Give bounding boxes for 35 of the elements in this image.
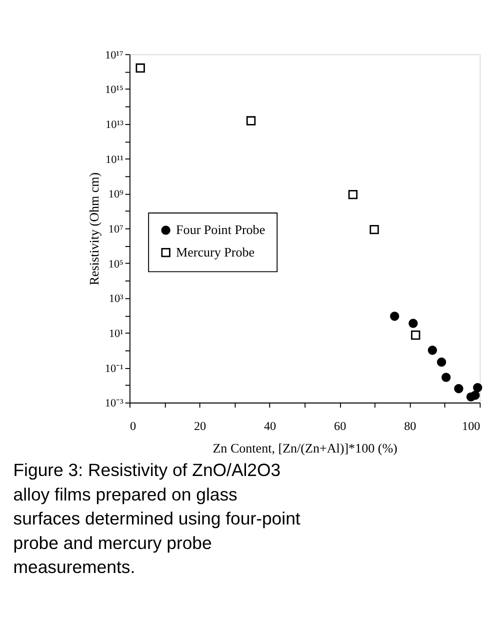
point <box>441 372 451 382</box>
point <box>370 224 379 234</box>
y-tick-label: 10⁻³ <box>104 398 124 410</box>
y-tick-label: 10⁹ <box>108 188 124 201</box>
caption: Figure 3: Resistivity of ZnO/Al2O3 alloy films prepared on glass surfaces determined using four-point probe and mercury probe measurements. <box>13 460 300 577</box>
point <box>428 346 438 355</box>
x-tick-label: 20 <box>194 419 206 434</box>
legend-label: Mercury Probe <box>176 244 255 260</box>
point <box>470 390 480 400</box>
point <box>348 190 358 200</box>
y-axis-title: Resistivity (Ohm cm) <box>86 172 102 286</box>
x-tick-label: 80 <box>404 419 416 434</box>
y-tick-label: 10¹⁵ <box>105 84 124 96</box>
y-tick-label: 10³ <box>108 293 124 306</box>
x-tick-label: 40 <box>264 419 276 434</box>
y-tick-label: 10⁷ <box>108 224 124 236</box>
point <box>246 116 256 126</box>
point <box>436 357 446 367</box>
point <box>473 383 482 392</box>
point <box>136 63 145 73</box>
point <box>411 330 420 340</box>
y-tick-label: 10⁻¹ <box>104 362 124 375</box>
legend-label: Four Point Probe <box>176 222 266 237</box>
x-tick-label: 100 <box>462 419 480 434</box>
y-tick-label: 10¹⁷ <box>105 49 124 62</box>
y-tick-label: 10¹¹ <box>106 154 124 166</box>
y-tick-label: 10⁵ <box>108 258 124 270</box>
x-tick-label: 0 <box>130 419 136 434</box>
y-tick-label: 10¹ <box>108 328 124 340</box>
y-tick-label: 10¹³ <box>106 119 124 132</box>
point <box>408 318 418 328</box>
x-tick-label: 60 <box>334 419 346 434</box>
point <box>454 384 464 394</box>
x-axis-title: Zn Content, [Zn/(Zn+Al)]*100 (%) <box>212 440 398 456</box>
point <box>390 312 400 321</box>
